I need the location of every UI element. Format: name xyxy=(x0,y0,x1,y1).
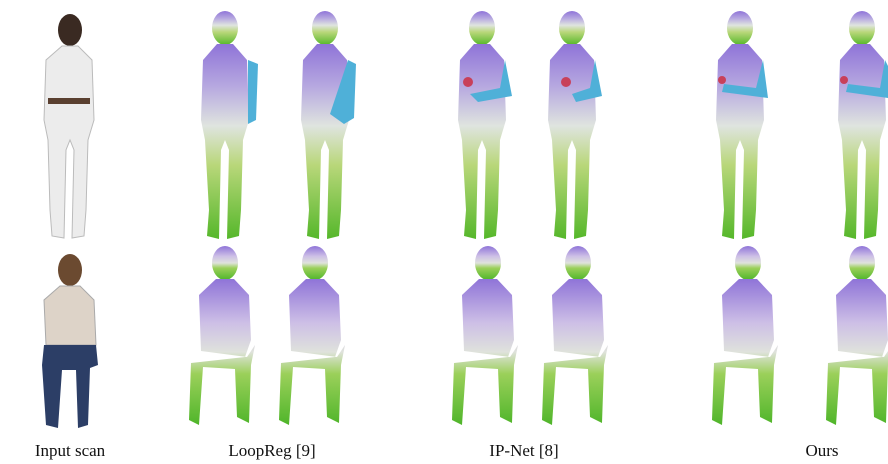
caption: IP-Net [8] xyxy=(489,441,558,460)
caption: Ours xyxy=(805,441,838,460)
mesh-sitting xyxy=(189,246,888,425)
page: Input scan LoopReg [9] IP-Net [8] Ours (… xyxy=(0,0,888,464)
mesh-standing xyxy=(201,11,886,239)
mesh-hand xyxy=(463,76,848,87)
input-scan-standing xyxy=(44,14,94,238)
caption: Input scan xyxy=(35,441,106,460)
input-scan-sitting xyxy=(42,254,98,428)
figure: Input scan LoopReg [9] IP-Net [8] Ours xyxy=(0,0,888,464)
caption: LoopReg [9] xyxy=(228,441,315,460)
